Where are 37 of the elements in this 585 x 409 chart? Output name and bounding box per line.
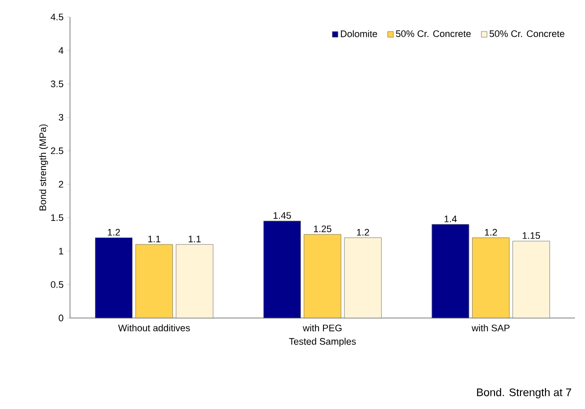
bar	[432, 224, 470, 318]
legend-label: 50% Cr. Concrete	[490, 30, 564, 38]
bar	[472, 238, 510, 318]
bar	[95, 238, 132, 318]
data-label: 1.15	[522, 232, 540, 239]
bar	[512, 240, 550, 318]
data-label: 1.1	[148, 236, 160, 242]
y-tick-label: 0	[58, 314, 64, 322]
legend-label: Dolomite	[340, 30, 378, 38]
y-tick-label: 2	[58, 180, 64, 188]
data-label: 1.4	[444, 216, 457, 222]
y-tick-label: 4.5	[50, 14, 64, 20]
x-tick-label: Without additives	[118, 324, 190, 332]
bar	[304, 234, 342, 318]
data-label: 1.2	[357, 228, 370, 236]
y-tick-label: 0.5	[50, 281, 64, 288]
bar	[344, 238, 382, 318]
y-tick-label: 3.5	[50, 80, 64, 88]
legend-label: 50% Cr. Concrete	[396, 30, 471, 38]
text: Bond. Strength at 7	[477, 388, 572, 398]
data-label: 1.45	[274, 212, 291, 219]
y-tick-label: 2.5	[50, 147, 64, 154]
y-axis-title: Bond strength (MPa)	[39, 124, 48, 210]
y-tick-label: 1.5	[51, 214, 64, 221]
y-tick-label: 4	[58, 47, 64, 54]
bar	[176, 244, 214, 318]
y-tick-label: 1	[59, 248, 64, 254]
x-tick-label: with PEG	[302, 324, 342, 332]
data-label: 1.25	[314, 225, 332, 232]
data-label: 1.2	[108, 228, 120, 236]
bar	[135, 244, 173, 318]
data-label: 1.2	[484, 228, 497, 236]
x-tick-label: with SAP	[472, 324, 510, 332]
x-axis-title: Tested Samples	[289, 338, 356, 347]
bar	[263, 220, 301, 318]
data-label: 1.1	[188, 236, 201, 242]
y-tick-label: 3	[58, 114, 64, 121]
